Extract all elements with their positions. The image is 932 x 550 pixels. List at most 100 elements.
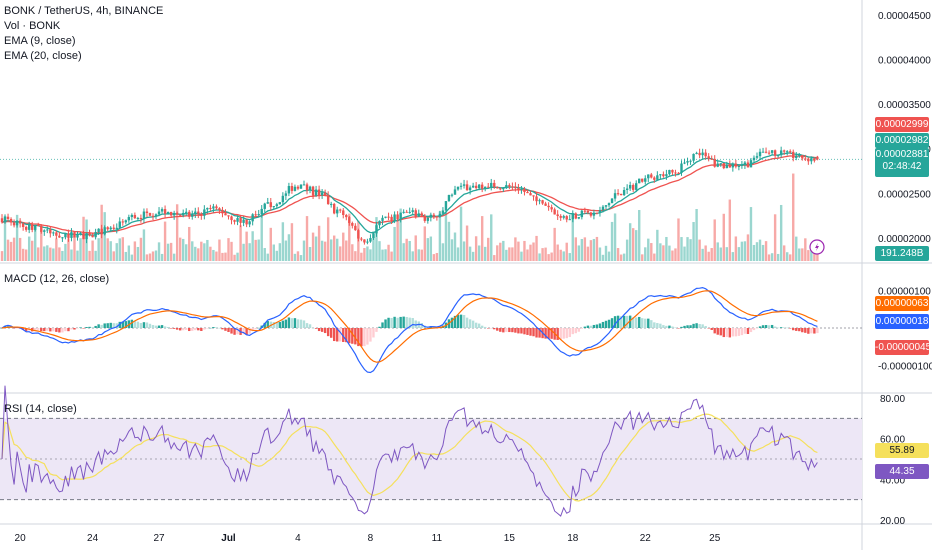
macd-histogram-bar: [653, 322, 656, 328]
candle-body: [514, 186, 517, 189]
volume-bar: [529, 244, 532, 261]
volume-bar: [604, 245, 608, 261]
macd-histogram-bar: [547, 328, 550, 339]
macd-histogram-bar: [411, 318, 414, 328]
volume-bar: [40, 231, 43, 261]
macd-histogram-bar: [752, 328, 756, 331]
macd-histogram-bar: [659, 323, 662, 328]
macd-histogram-bar: [317, 328, 321, 332]
volume-bar: [665, 236, 668, 261]
macd-histogram-bar: [24, 328, 28, 332]
macd-histogram-bar: [136, 321, 140, 328]
macd-histogram-bar: [360, 328, 363, 347]
volume-bar: [613, 213, 617, 261]
macd-histogram-bar: [499, 328, 502, 332]
macd-histogram-bar: [233, 328, 236, 335]
volume-bar: [94, 250, 97, 261]
volume-bar: [580, 238, 584, 261]
last-price-value: 0.00002881: [875, 149, 929, 160]
volume-bar: [166, 243, 170, 261]
macd-histogram-bar: [405, 317, 408, 328]
candle-body: [764, 151, 768, 153]
candle-body: [456, 186, 460, 190]
volume-bar: [399, 208, 402, 261]
candle-body: [698, 152, 701, 156]
candle-body: [556, 214, 559, 217]
macd-histogram-bar: [197, 328, 200, 331]
volume-bar: [562, 251, 565, 261]
candle-body: [653, 177, 656, 180]
macd-histogram-bar: [257, 327, 260, 329]
volume-bar: [308, 247, 312, 261]
candle-body: [76, 233, 79, 238]
macd-histogram-bar: [414, 320, 417, 328]
candle-body: [284, 193, 288, 196]
candle-body: [254, 214, 257, 216]
macd-histogram-bar: [109, 322, 112, 328]
macd-histogram-bar: [577, 328, 581, 332]
candle-body: [372, 233, 375, 239]
macd-histogram-bar: [230, 328, 233, 334]
macd-histogram-bar: [598, 323, 602, 328]
macd-histogram-bar: [390, 317, 393, 328]
candle-body: [471, 185, 475, 188]
macd-histogram-bar: [810, 328, 813, 334]
macd-histogram-bar: [275, 322, 279, 328]
volume-bar: [505, 249, 508, 261]
candle-body: [49, 229, 52, 234]
volume-bar: [607, 251, 611, 261]
ema20-line: [1, 155, 818, 234]
macd-histogram-bar: [302, 320, 306, 328]
volume-bar: [76, 250, 79, 261]
volume-bar: [43, 246, 46, 261]
volume-bar: [441, 243, 445, 261]
candle-body: [384, 216, 387, 218]
volume-bar: [544, 247, 547, 261]
volume-bar: [230, 241, 233, 261]
volume-bar: [411, 251, 414, 261]
candle-body: [547, 205, 550, 208]
volume-bar: [423, 226, 426, 261]
volume-bar: [212, 249, 215, 261]
candle-body: [224, 213, 227, 216]
candle-body: [459, 185, 463, 187]
volume-bar: [701, 248, 704, 261]
candle-body: [444, 201, 448, 211]
candle-body: [565, 216, 568, 220]
candle-body: [779, 150, 783, 156]
candle-body: [562, 216, 565, 218]
macd-histogram-bar: [456, 314, 460, 328]
candle-body: [239, 218, 242, 223]
macd-histogram-bar: [94, 325, 97, 328]
candle-body: [411, 210, 414, 212]
candle-body: [0, 218, 4, 223]
candle-body: [55, 232, 58, 236]
macd-histogram-bar: [91, 327, 94, 328]
candle-body: [357, 230, 360, 239]
macd-histogram-bar: [677, 328, 680, 329]
volume-bar: [719, 247, 722, 261]
macd-histogram-bar: [381, 322, 384, 328]
candle-body: [329, 203, 333, 205]
price-axis-label: 0.00004500: [878, 11, 931, 22]
macd-histogram-bar: [67, 328, 70, 332]
candle-body: [798, 155, 801, 157]
volume-bar: [245, 231, 248, 261]
volume-bar: [420, 249, 423, 261]
macd-histogram-bar: [124, 321, 128, 328]
candle-body: [610, 198, 614, 204]
volume-bar: [638, 210, 641, 261]
time-axis-label: 18: [567, 533, 579, 544]
volume-bar: [459, 206, 463, 261]
candle-body: [462, 184, 466, 186]
macd-histogram-bar: [474, 322, 478, 328]
candle-body: [136, 217, 140, 219]
volume-bar: [725, 247, 728, 261]
macd-histogram-bar: [402, 316, 405, 328]
candle-body: [541, 200, 544, 204]
macd-histogram-bar: [813, 328, 816, 334]
candle-body: [227, 215, 230, 217]
volume-bar: [662, 245, 665, 261]
volume-bar: [635, 230, 638, 261]
